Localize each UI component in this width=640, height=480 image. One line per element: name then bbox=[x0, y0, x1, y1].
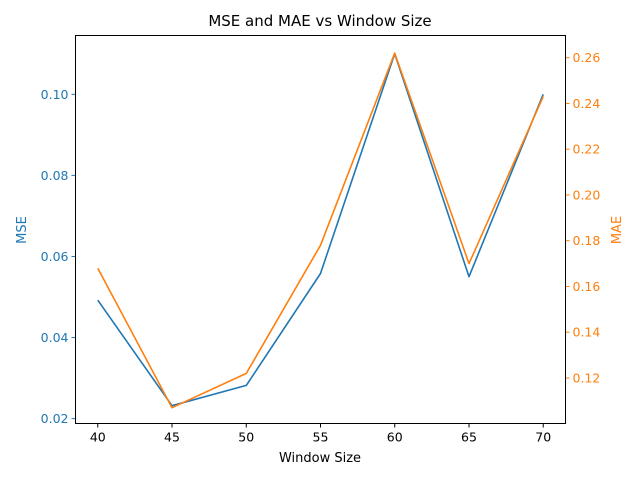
plot-frame bbox=[75, 35, 566, 424]
series-lines bbox=[97, 52, 544, 409]
right-y-tick-label: 0.16 bbox=[573, 279, 601, 294]
right-y-tick-label: 0.24 bbox=[573, 96, 601, 111]
right-y-tick-label: 0.18 bbox=[573, 233, 601, 248]
right-y-tick-label: 0.26 bbox=[573, 50, 601, 65]
x-tick-label: 45 bbox=[164, 430, 180, 445]
x-tick-label: 65 bbox=[461, 430, 477, 445]
series-line-mae bbox=[97, 52, 544, 409]
x-tick-label: 70 bbox=[535, 430, 551, 445]
left-y-tick-label: 0.06 bbox=[41, 249, 69, 264]
left-y-tick-label: 0.08 bbox=[41, 168, 69, 183]
right-y-tick-label: 0.20 bbox=[573, 187, 601, 202]
right-y-axis-label: MAE bbox=[610, 216, 625, 244]
x-tick-label: 50 bbox=[238, 430, 254, 445]
right-y-tick-label: 0.22 bbox=[573, 142, 601, 157]
x-tick-label: 40 bbox=[90, 430, 106, 445]
left-y-axis-label: MSE bbox=[15, 216, 30, 244]
right-y-tick-label: 0.12 bbox=[573, 370, 601, 385]
x-axis-label: Window Size bbox=[279, 451, 361, 466]
x-tick-label: 55 bbox=[313, 430, 329, 445]
x-tick-label: 60 bbox=[387, 430, 403, 445]
left-y-tick-label: 0.02 bbox=[41, 411, 69, 426]
series-line-mse bbox=[97, 52, 544, 407]
right-y-tick-label: 0.14 bbox=[573, 325, 601, 340]
chart-title: MSE and MAE vs Window Size bbox=[208, 12, 431, 30]
left-y-axis-ticks: 0.02 0.04 0.06 0.08 0.10 bbox=[41, 87, 76, 426]
left-y-tick-label: 0.10 bbox=[41, 87, 69, 102]
x-axis-ticks: 40 45 50 55 60 65 70 bbox=[90, 423, 551, 445]
left-y-tick-label: 0.04 bbox=[41, 330, 69, 345]
right-y-axis-ticks: 0.12 0.14 0.16 0.18 0.20 0.22 0.24 0.26 bbox=[565, 50, 601, 385]
